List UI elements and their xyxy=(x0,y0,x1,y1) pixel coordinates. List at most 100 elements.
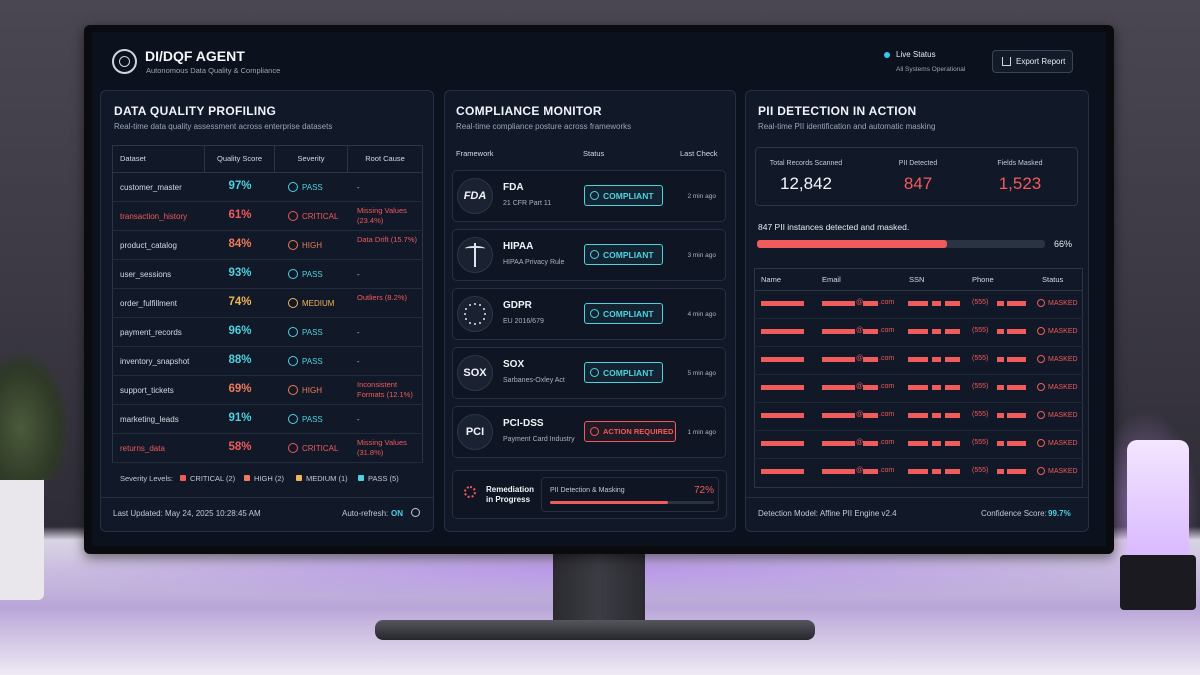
severity-label: HIGH xyxy=(302,386,322,395)
table-row xyxy=(112,318,423,347)
lamp-base xyxy=(1120,555,1196,610)
framework-card xyxy=(452,347,726,399)
dataset-name: support_tickets xyxy=(120,386,174,395)
severity-icon xyxy=(288,385,298,395)
legend-swatch xyxy=(296,475,302,481)
divider xyxy=(746,497,1088,498)
phone-area: (555) xyxy=(972,467,989,474)
masked-value xyxy=(1007,469,1026,474)
quality-score: 69% xyxy=(228,383,252,395)
row-rule xyxy=(754,318,1083,319)
legend-item: HIGH (2) xyxy=(254,474,284,483)
table-row xyxy=(112,173,423,202)
status-dot xyxy=(884,52,890,58)
masked-value xyxy=(908,469,928,474)
masked-icon xyxy=(1037,327,1045,335)
stand-neck xyxy=(553,550,645,630)
table-row xyxy=(112,202,423,231)
masked-value xyxy=(1007,329,1026,334)
masked-icon xyxy=(1037,411,1045,419)
quality-score: 96% xyxy=(228,325,252,337)
progress-label: 66% xyxy=(1054,239,1073,249)
masked-value xyxy=(932,441,941,446)
email-tld: .com xyxy=(879,467,895,474)
framework-card xyxy=(452,406,726,458)
masked-icon xyxy=(1037,355,1045,363)
status-badge xyxy=(584,421,676,442)
refresh-icon xyxy=(411,508,420,517)
last-check: 4 min ago xyxy=(687,311,716,318)
divider xyxy=(101,497,433,498)
table-header: Dataset xyxy=(112,145,205,173)
table-row xyxy=(112,289,423,318)
table-header: Last Check xyxy=(680,149,718,158)
severity-icon xyxy=(288,443,298,453)
email-at: @ xyxy=(856,467,864,474)
table-row xyxy=(112,434,423,463)
model-label: Detection Model: Affine PII Engine v2.4 xyxy=(758,509,897,518)
dataset-name: payment_records xyxy=(120,328,182,337)
status-label: ACTION REQUIRED xyxy=(603,427,674,436)
framework-detail: 21 CFR Part 11 xyxy=(503,200,552,207)
legend-item: PASS (5) xyxy=(368,474,399,483)
severity-label: MEDIUM xyxy=(302,299,335,308)
panel-title: COMPLIANCE MONITOR xyxy=(456,104,602,118)
severity-label: CRITICAL xyxy=(302,444,339,453)
row-rule xyxy=(754,346,1083,347)
phone-area: (555) xyxy=(972,327,989,334)
masked-status: MASKED xyxy=(1048,468,1078,475)
status-badge xyxy=(584,362,663,383)
phone-area: (555) xyxy=(972,411,989,418)
export-button[interactable] xyxy=(992,50,1073,73)
phone-area: (555) xyxy=(972,299,989,306)
table-header: Phone xyxy=(972,275,994,284)
framework-logo: SOX xyxy=(463,367,487,379)
stats-box xyxy=(755,147,1078,206)
dataset-name: product_catalog xyxy=(120,241,177,250)
framework-card xyxy=(452,170,726,222)
severity-label: PASS xyxy=(302,270,323,279)
framework-logo: FDA xyxy=(463,190,487,202)
quality-score: 61% xyxy=(228,209,252,221)
masked-value xyxy=(945,357,960,362)
root-cause: - xyxy=(357,270,360,279)
root-cause: Data Drift (15.7%) xyxy=(357,235,418,244)
root-cause: Inconsistent Formats (12.1%) xyxy=(357,380,413,399)
panel-title: DATA QUALITY PROFILING xyxy=(114,104,277,118)
masked-status: MASKED xyxy=(1048,440,1078,447)
masked-icon xyxy=(1037,439,1045,447)
status-icon xyxy=(590,309,599,318)
masked-value xyxy=(761,413,804,418)
masked-value xyxy=(822,469,855,474)
panel-subtitle: Real-time data quality assessment across… xyxy=(114,122,333,131)
masked-value xyxy=(997,357,1004,362)
table-header: SSN xyxy=(909,275,925,284)
row-rule xyxy=(754,430,1083,431)
quality-score: 58% xyxy=(228,441,252,453)
table-row xyxy=(112,376,423,405)
refresh-value: ON xyxy=(391,509,403,518)
email-at: @ xyxy=(856,439,864,446)
masked-status: MASKED xyxy=(1048,412,1078,419)
eu-star xyxy=(479,321,481,324)
framework-detail: HIPAA Privacy Rule xyxy=(503,259,565,266)
status-icon xyxy=(590,368,599,377)
eu-star xyxy=(482,318,485,320)
table-row xyxy=(112,347,423,376)
eu-star xyxy=(465,318,468,320)
email-tld: .com xyxy=(879,355,895,362)
legend-swatch xyxy=(358,475,364,481)
severity-icon xyxy=(288,298,298,308)
masked-value xyxy=(1007,357,1026,362)
masked-value xyxy=(822,357,855,362)
masked-value xyxy=(932,329,941,334)
remediation-title: Remediation in Progress xyxy=(486,485,535,504)
masked-value xyxy=(932,357,941,362)
masked-value xyxy=(997,329,1004,334)
masked-value xyxy=(945,469,960,474)
masked-icon xyxy=(1037,383,1045,391)
masked-value xyxy=(945,413,960,418)
masked-value xyxy=(863,385,878,390)
quality-panel xyxy=(100,90,434,532)
